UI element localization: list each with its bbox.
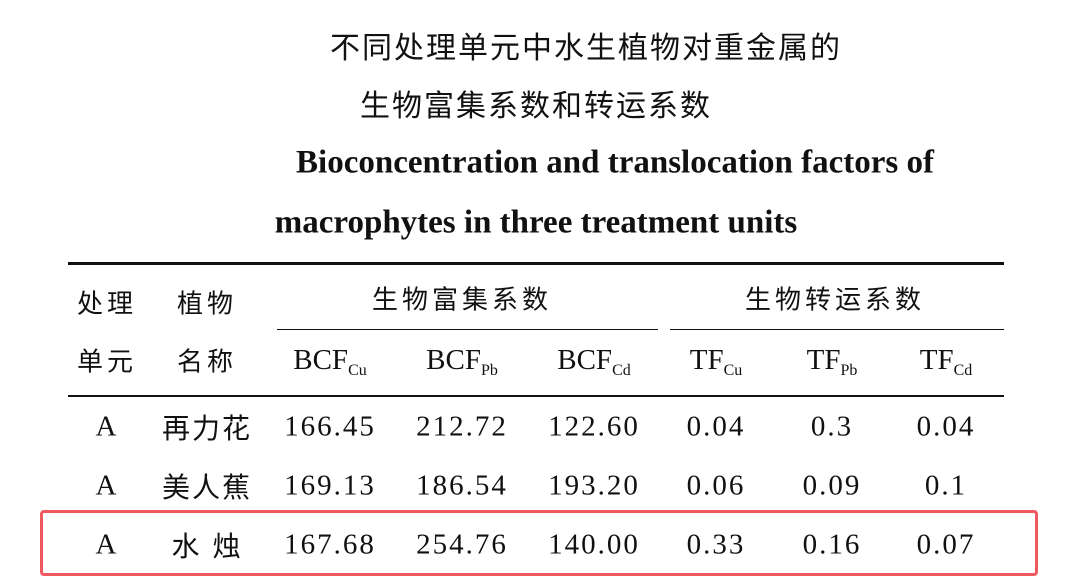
head-rule xyxy=(68,395,1004,397)
column-head: BCFCu xyxy=(293,344,367,380)
title-cn: 生物富集系数和转运系数 xyxy=(360,89,712,124)
group-rule xyxy=(670,329,1004,330)
title-en: macrophytes in three treatment units xyxy=(274,204,798,241)
column-sub: Pb xyxy=(480,362,498,379)
title-cn: 不同处理单元中水生植物对重金属的 xyxy=(330,31,842,66)
cell: 0.09 xyxy=(802,469,862,502)
column-sub: Cd xyxy=(953,362,973,379)
column-sub: Cd xyxy=(612,362,631,379)
row-label: A xyxy=(95,410,119,443)
column-head: TFCd xyxy=(920,344,973,380)
head-cell: 名称 xyxy=(176,347,238,378)
column-head: TFCu xyxy=(690,344,743,380)
cell: 212.72 xyxy=(416,410,508,443)
row-label: A xyxy=(95,528,119,561)
column-head: BCFPb xyxy=(426,344,498,380)
row-label: A xyxy=(95,469,119,502)
row-label: 水 烛 xyxy=(171,530,243,563)
row-label: 再力花 xyxy=(161,412,253,445)
column-sub: Pb xyxy=(840,362,858,379)
cell: 0.04 xyxy=(916,410,976,443)
group-rule xyxy=(277,329,658,330)
head-cell: 单元 xyxy=(76,347,138,378)
column-main: TF xyxy=(689,344,724,376)
head-cell: 植物 xyxy=(176,289,238,320)
cell: 140.00 xyxy=(548,528,640,561)
cell: 169.13 xyxy=(284,469,376,502)
column-head: TFPb xyxy=(807,344,858,380)
column-main: TF xyxy=(919,344,954,376)
column-sub: Cu xyxy=(348,362,367,379)
column-main: TF xyxy=(806,344,841,376)
cell: 186.54 xyxy=(416,469,508,502)
cell: 254.76 xyxy=(416,528,508,561)
cell: 0.04 xyxy=(686,410,746,443)
top-rule xyxy=(68,262,1004,265)
cell: 0.3 xyxy=(810,410,854,443)
column-sub: Cu xyxy=(723,362,743,379)
cell: 0.1 xyxy=(924,469,968,502)
cell: 166.45 xyxy=(284,410,376,443)
title-en: Bioconcentration and translocation facto… xyxy=(296,144,934,181)
cell: 0.33 xyxy=(686,528,746,561)
group-head: 生物转运系数 xyxy=(744,285,926,316)
column-head: BCFCd xyxy=(557,344,631,380)
row-label: 美人蕉 xyxy=(161,471,253,504)
cell: 0.16 xyxy=(802,528,862,561)
cell: 0.06 xyxy=(686,469,746,502)
group-head: 生物富集系数 xyxy=(371,285,553,316)
cell: 122.60 xyxy=(548,410,640,443)
column-main: BCF xyxy=(426,344,481,376)
highlight-box xyxy=(40,510,1038,576)
cell: 0.07 xyxy=(916,528,976,561)
column-main: BCF xyxy=(557,344,613,376)
column-main: BCF xyxy=(293,344,349,376)
head-cell: 处理 xyxy=(76,289,138,320)
cell: 167.68 xyxy=(284,528,376,561)
cell: 193.20 xyxy=(548,469,640,502)
